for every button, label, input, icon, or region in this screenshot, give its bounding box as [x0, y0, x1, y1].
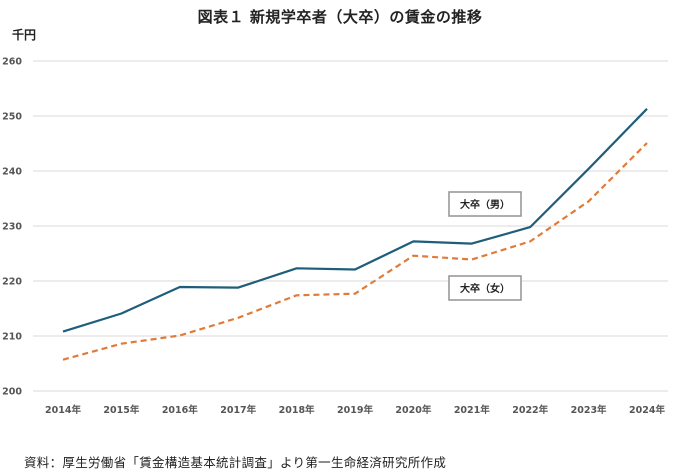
x-tick-label: 2014年	[45, 404, 81, 416]
x-tick-label: 2016年	[162, 404, 198, 416]
chart-title: 図表１ 新規学卒者（大卒）の賃金の推移	[197, 8, 483, 26]
x-tick-label: 2021年	[454, 404, 490, 416]
y-axis-unit-label: 千円	[12, 28, 37, 42]
x-tick-label: 2017年	[220, 404, 256, 416]
x-tick-labels: 2014年 2015年 2016年 2017年 2018年 2019年 2020年 2021年…	[45, 404, 665, 416]
source-note: 資料：厚生労働省「賃金構造基本統計調査」より第一生命経済研究所作成	[24, 455, 447, 470]
gridlines	[33, 60, 668, 392]
x-tick-label: 2023年	[571, 404, 607, 416]
x-tick-label: 2024年	[629, 404, 665, 416]
series-label-box	[448, 191, 522, 217]
y-tick-label: 260	[2, 57, 22, 68]
y-tick-label: 210	[2, 332, 22, 343]
series-labels: 大卒（男） 大卒（女）	[448, 191, 522, 301]
y-tick-label: 240	[2, 167, 22, 178]
y-tick-label: 220	[2, 277, 22, 288]
x-tick-label: 2018年	[279, 404, 315, 416]
series-label: 大卒（男）	[460, 198, 510, 211]
y-tick-label: 200	[2, 387, 22, 398]
series-lines	[62, 108, 648, 361]
y-tick-label: 230	[2, 222, 22, 233]
series-line-female	[62, 142, 648, 361]
series-label: 大卒（女）	[460, 282, 510, 295]
x-tick-label: 2020年	[395, 404, 431, 416]
x-tick-label: 2015年	[103, 404, 139, 416]
series-line-male	[62, 108, 648, 333]
x-tick-label: 2019年	[337, 404, 373, 416]
x-tick-label: 2022年	[512, 404, 548, 416]
y-tick-label: 250	[2, 112, 22, 123]
series-label-box	[448, 275, 522, 301]
y-tick-labels: 200 210 220 230 240 250 260	[2, 57, 22, 398]
